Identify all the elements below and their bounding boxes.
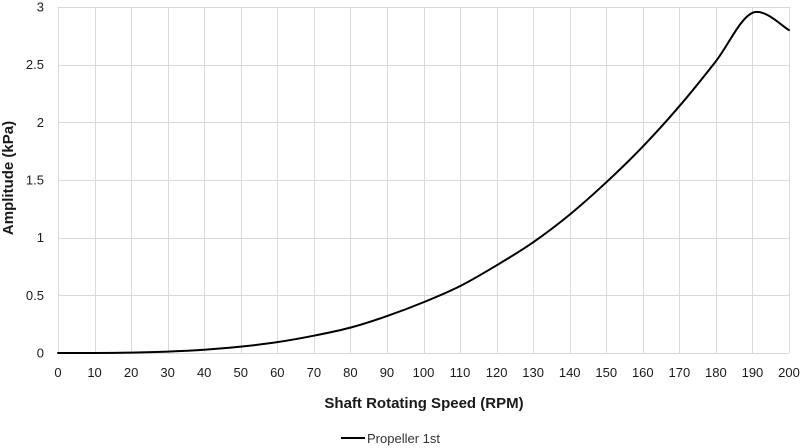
x-tick-label: 70 [307, 365, 321, 380]
y-tick-label: 1.5 [26, 173, 44, 188]
x-tick-label: 110 [450, 365, 471, 380]
y-tick-labels: 0 0.5 1 1.5 2 2.5 3 [26, 0, 44, 361]
legend-label: Propeller 1st [367, 431, 440, 446]
y-tick-label: 0 [37, 346, 44, 361]
x-tick-label: 100 [413, 365, 435, 380]
y-tick-label: 2.5 [26, 57, 44, 72]
x-tick-label: 170 [668, 365, 690, 380]
x-tick-label: 40 [197, 365, 211, 380]
x-tick-labels: 0 10 20 30 40 50 60 70 80 90 100 110 120 130 140 150 160… [54, 365, 799, 380]
y-tick-label: 3 [37, 0, 44, 15]
x-tick-label: 80 [343, 365, 357, 380]
x-tick-label: 30 [160, 365, 174, 380]
x-axis-title: Shaft Rotating Speed (RPM) [324, 395, 523, 412]
series-layer [57, 10, 790, 354]
x-tick-label: 60 [270, 365, 284, 380]
x-tick-label: 160 [632, 365, 654, 380]
x-tick-label: 120 [486, 365, 508, 380]
x-tick-label: 180 [705, 365, 727, 380]
y-tick-label: 1 [37, 230, 44, 245]
x-tick-label: 200 [778, 365, 800, 380]
y-tick-label: 0.5 [26, 288, 44, 303]
series-line-1 [57, 10, 790, 354]
x-tick-label: 90 [380, 365, 394, 380]
gridlines [58, 7, 790, 354]
x-tick-label: 10 [87, 365, 101, 380]
x-tick-label: 150 [595, 365, 617, 380]
x-tick-label: 140 [559, 365, 581, 380]
legend: Propeller 1st [341, 431, 440, 446]
y-axis-title: Amplitude (kPa) [0, 121, 17, 235]
x-tick-label: 0 [54, 365, 61, 380]
x-tick-label: 50 [234, 365, 248, 380]
y-tick-label: 2 [37, 115, 44, 130]
x-tick-label: 20 [124, 365, 138, 380]
x-tick-label: 190 [742, 365, 764, 380]
x-tick-label: 130 [522, 365, 544, 380]
